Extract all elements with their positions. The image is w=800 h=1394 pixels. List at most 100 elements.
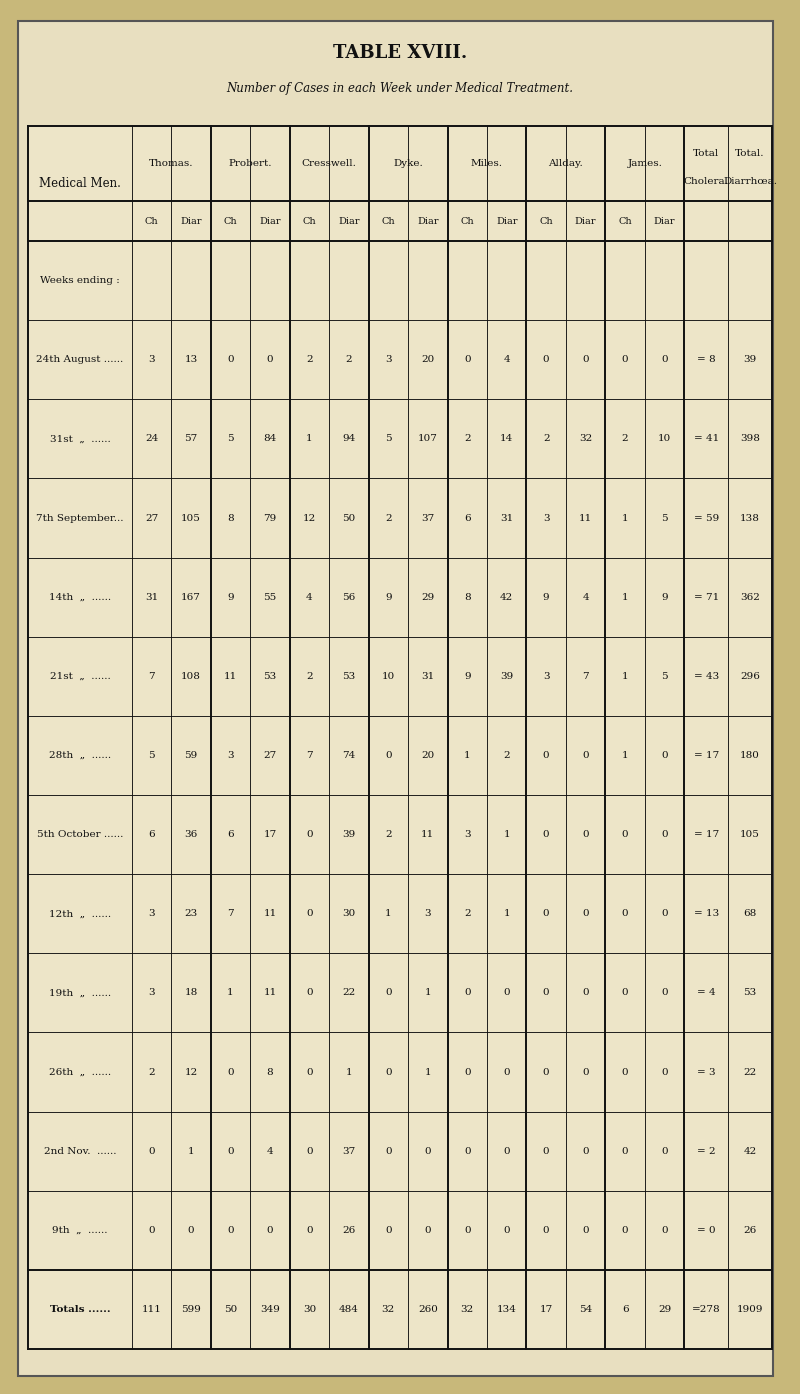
Text: 42: 42 bbox=[743, 1147, 757, 1156]
Text: 59: 59 bbox=[184, 751, 198, 760]
Text: 398: 398 bbox=[740, 435, 760, 443]
Text: 260: 260 bbox=[418, 1305, 438, 1315]
Text: 3: 3 bbox=[425, 909, 431, 919]
Text: 4: 4 bbox=[503, 355, 510, 364]
Text: 11: 11 bbox=[224, 672, 237, 680]
Text: 9: 9 bbox=[662, 592, 668, 602]
Text: Number of Cases in each Week under Medical Treatment.: Number of Cases in each Week under Medic… bbox=[226, 82, 574, 95]
Text: 0: 0 bbox=[464, 1225, 470, 1235]
Text: 1: 1 bbox=[346, 1068, 352, 1076]
Text: 0: 0 bbox=[266, 1225, 274, 1235]
Text: 1: 1 bbox=[622, 592, 629, 602]
Text: Ch: Ch bbox=[618, 216, 632, 226]
Text: 3: 3 bbox=[464, 829, 470, 839]
Text: TABLE XVIII.: TABLE XVIII. bbox=[333, 45, 467, 61]
Text: 2: 2 bbox=[385, 513, 392, 523]
Text: 1: 1 bbox=[188, 1147, 194, 1156]
Text: 23: 23 bbox=[184, 909, 198, 919]
Text: = 0: = 0 bbox=[697, 1225, 715, 1235]
Text: 2: 2 bbox=[306, 355, 313, 364]
Text: 53: 53 bbox=[743, 988, 757, 997]
Text: 6: 6 bbox=[148, 829, 155, 839]
Text: 14: 14 bbox=[500, 435, 514, 443]
Text: 0: 0 bbox=[385, 1225, 392, 1235]
Text: 31: 31 bbox=[421, 672, 434, 680]
Text: Weeks ending :: Weeks ending : bbox=[40, 276, 120, 284]
Text: 50: 50 bbox=[342, 513, 355, 523]
Text: 0: 0 bbox=[662, 751, 668, 760]
Text: 17: 17 bbox=[539, 1305, 553, 1315]
Text: 0: 0 bbox=[306, 988, 313, 997]
Text: 0: 0 bbox=[543, 988, 550, 997]
Text: James.: James. bbox=[627, 159, 662, 169]
Text: 55: 55 bbox=[263, 592, 277, 602]
Text: = 41: = 41 bbox=[694, 435, 719, 443]
Text: 0: 0 bbox=[582, 1147, 589, 1156]
Text: 53: 53 bbox=[263, 672, 277, 680]
Text: 9: 9 bbox=[227, 592, 234, 602]
Text: 53: 53 bbox=[342, 672, 355, 680]
Text: 1: 1 bbox=[503, 909, 510, 919]
Text: 1: 1 bbox=[503, 829, 510, 839]
Text: 6: 6 bbox=[227, 829, 234, 839]
Text: Ch: Ch bbox=[382, 216, 395, 226]
Text: 8: 8 bbox=[464, 592, 470, 602]
Text: 37: 37 bbox=[421, 513, 434, 523]
Text: 0: 0 bbox=[306, 1147, 313, 1156]
Text: 0: 0 bbox=[582, 1225, 589, 1235]
Text: 0: 0 bbox=[188, 1225, 194, 1235]
Text: 138: 138 bbox=[740, 513, 760, 523]
Text: 2nd Nov.  ......: 2nd Nov. ...... bbox=[44, 1147, 116, 1156]
Text: 0: 0 bbox=[622, 355, 629, 364]
Text: 0: 0 bbox=[582, 355, 589, 364]
Text: = 8: = 8 bbox=[697, 355, 715, 364]
Text: 0: 0 bbox=[464, 355, 470, 364]
Text: 0: 0 bbox=[227, 1147, 234, 1156]
Text: 0: 0 bbox=[543, 355, 550, 364]
Text: 39: 39 bbox=[743, 355, 757, 364]
Text: 12th  „  ......: 12th „ ...... bbox=[49, 909, 111, 919]
Text: Total: Total bbox=[693, 149, 719, 158]
Text: 2: 2 bbox=[543, 435, 550, 443]
Text: 105: 105 bbox=[740, 829, 760, 839]
Text: 5: 5 bbox=[227, 435, 234, 443]
Text: Diar: Diar bbox=[496, 216, 518, 226]
Text: 0: 0 bbox=[148, 1225, 155, 1235]
Text: 31st  „  ......: 31st „ ...... bbox=[50, 435, 110, 443]
Text: 37: 37 bbox=[342, 1147, 355, 1156]
Text: 5: 5 bbox=[662, 672, 668, 680]
Text: 0: 0 bbox=[464, 1068, 470, 1076]
Text: 94: 94 bbox=[342, 435, 355, 443]
Text: 0: 0 bbox=[385, 1068, 392, 1076]
Text: 134: 134 bbox=[497, 1305, 517, 1315]
Text: 0: 0 bbox=[582, 988, 589, 997]
Text: 0: 0 bbox=[148, 1147, 155, 1156]
Text: 0: 0 bbox=[662, 909, 668, 919]
Text: 167: 167 bbox=[181, 592, 201, 602]
Text: 0: 0 bbox=[662, 1225, 668, 1235]
Text: 9th  „  ......: 9th „ ...... bbox=[52, 1225, 108, 1235]
Text: Diar: Diar bbox=[180, 216, 202, 226]
Text: 5th October ......: 5th October ...... bbox=[37, 829, 123, 839]
Text: 1909: 1909 bbox=[737, 1305, 763, 1315]
Text: 12: 12 bbox=[302, 513, 316, 523]
Text: 2: 2 bbox=[622, 435, 629, 443]
Text: 0: 0 bbox=[543, 751, 550, 760]
Text: = 17: = 17 bbox=[694, 751, 719, 760]
Text: 22: 22 bbox=[743, 1068, 757, 1076]
Text: 18: 18 bbox=[184, 988, 198, 997]
Text: Totals ......: Totals ...... bbox=[50, 1305, 110, 1315]
Text: 4: 4 bbox=[306, 592, 313, 602]
Text: 11: 11 bbox=[579, 513, 592, 523]
Text: 0: 0 bbox=[503, 988, 510, 997]
Text: 1: 1 bbox=[306, 435, 313, 443]
Text: Allday.: Allday. bbox=[549, 159, 583, 169]
Text: 3: 3 bbox=[148, 355, 155, 364]
Text: 29: 29 bbox=[421, 592, 434, 602]
Text: Probert.: Probert. bbox=[229, 159, 272, 169]
Text: 0: 0 bbox=[306, 1068, 313, 1076]
Text: 54: 54 bbox=[579, 1305, 592, 1315]
Text: 10: 10 bbox=[382, 672, 395, 680]
Text: 7: 7 bbox=[227, 909, 234, 919]
Text: 105: 105 bbox=[181, 513, 201, 523]
